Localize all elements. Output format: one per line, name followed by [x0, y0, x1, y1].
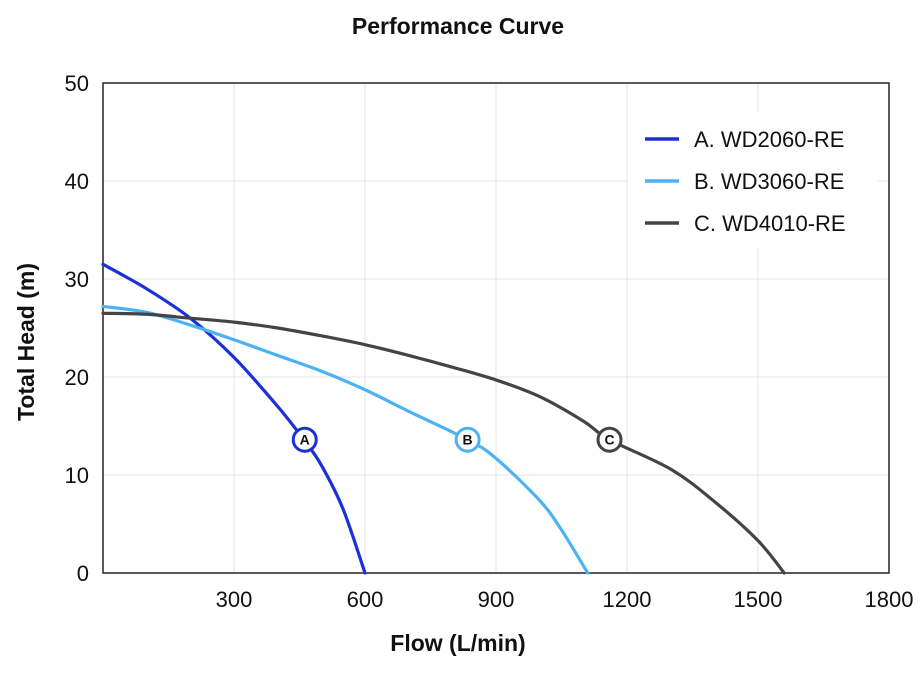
y-tick-label: 0: [77, 561, 89, 586]
legend-item: C. WD4010-RE: [645, 211, 846, 236]
x-axis-ticks: 300 600 900 1200 1500 1800: [216, 587, 914, 612]
plot-area: [102, 82, 890, 574]
legend: A. WD2060-RE B. WD3060-RE C. WD4010-RE: [628, 112, 878, 248]
marker-label: C: [604, 432, 614, 448]
series-line-b: [101, 304, 590, 575]
y-tick-label: 10: [65, 463, 89, 488]
legend-label: C. WD4010-RE: [694, 211, 846, 236]
series-marker-a: A: [291, 426, 318, 453]
x-tick-label: 300: [216, 587, 253, 612]
chart-title: Performance Curve: [352, 13, 564, 39]
marker-circle: [596, 426, 623, 453]
marker-label: A: [300, 432, 310, 448]
y-axis-ticks: 0 10 20 30 40 50: [65, 71, 89, 586]
series-lines: [101, 262, 786, 575]
y-tick-label: 30: [65, 267, 89, 292]
marker-circle: [454, 426, 481, 453]
series-markers: A B C: [291, 426, 623, 453]
legend-item: B. WD3060-RE: [645, 169, 844, 194]
y-tick-label: 50: [65, 71, 89, 96]
marker-circle: [291, 426, 318, 453]
x-tick-label: 600: [347, 587, 384, 612]
x-tick-label: 900: [478, 587, 515, 612]
series-line-a: [101, 262, 367, 575]
y-tick-label: 40: [65, 169, 89, 194]
legend-label: A. WD2060-RE: [694, 127, 844, 152]
x-tick-label: 1500: [734, 587, 783, 612]
x-tick-label: 1200: [603, 587, 652, 612]
x-tick-label: 1800: [865, 587, 914, 612]
series-line-c: [101, 311, 786, 575]
series-marker-c: C: [596, 426, 623, 453]
series-marker-b: B: [454, 426, 481, 453]
legend-item: A. WD2060-RE: [645, 127, 844, 152]
y-tick-label: 20: [65, 365, 89, 390]
x-axis-label: Flow (L/min): [390, 630, 525, 656]
y-axis-label: Total Head (m): [13, 263, 39, 421]
legend-label: B. WD3060-RE: [694, 169, 844, 194]
marker-label: B: [463, 432, 473, 448]
